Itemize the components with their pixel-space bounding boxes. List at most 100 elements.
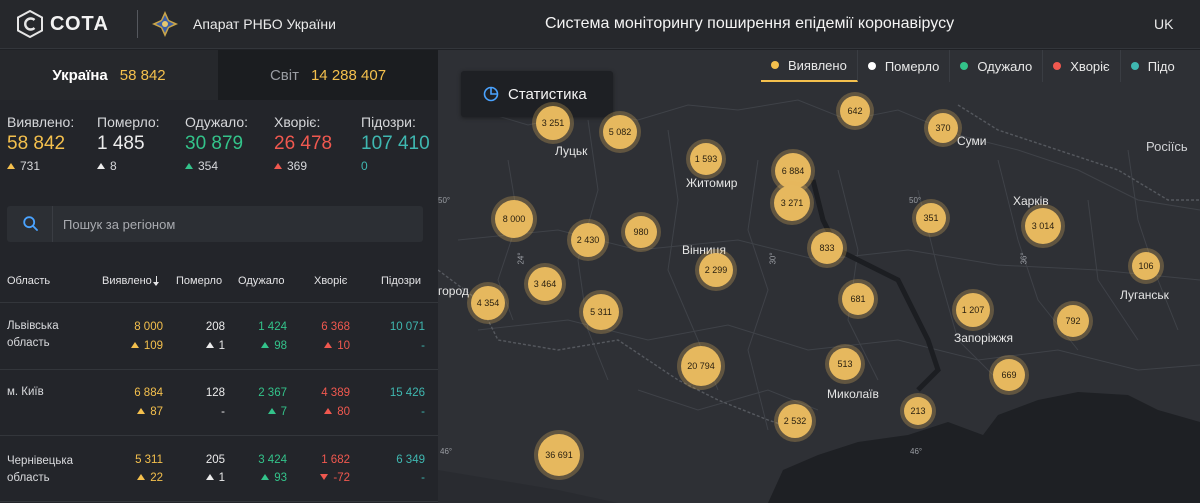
table-row[interactable]: м. Київ 6 884 87 128 - 2 367 7 4 389 80 … [0,370,438,436]
region-bubble[interactable]: 3 014 [1025,208,1061,244]
map-legend: Виявлено Померло Одужало Хворіє Підо [761,50,1185,82]
region-bubble[interactable]: 1 593 [690,143,722,175]
region-bubble[interactable]: 2 299 [699,253,733,287]
region-bubble[interactable]: 833 [811,232,843,264]
arrow-up-icon [185,163,193,169]
summary-suspected: Підозри: 107 410 0 [361,114,430,173]
region-bubble[interactable]: 213 [904,397,932,425]
region-bubble[interactable]: 106 [1132,252,1160,280]
col-region[interactable]: Область [7,275,51,287]
region-bubble[interactable]: 6 884 [775,153,811,189]
city-label: Луцьк [555,144,588,158]
arrow-up-icon [130,342,139,348]
region-bubble[interactable]: 642 [840,96,870,126]
region-bubble[interactable]: 681 [842,283,874,315]
city-label: Харків [1013,194,1049,208]
system-title: Система моніторингу поширення епідемії к… [545,15,955,32]
region-bubble[interactable]: 513 [829,348,861,380]
summary-value: 30 879 [185,133,244,154]
row-region: Львівська область [7,320,59,349]
row-sick: 4 389 [321,387,350,399]
summary-label: Померло: [97,114,160,130]
region-bubble[interactable]: 3 464 [528,267,562,301]
row-deaths-delta: - [221,406,225,418]
col-confirmed[interactable]: Виявлено [102,275,159,287]
search-button[interactable] [7,206,53,242]
cota-logo[interactable]: СОТА [16,10,109,38]
summary-label: Одужало: [185,114,249,130]
row-suspected: 15 426 [389,387,425,399]
row-recovered: 2 367 [258,387,287,399]
legend-deaths[interactable]: Померло [858,50,951,82]
col-recovered[interactable]: Одужало [238,275,285,287]
region-bubble[interactable]: 5 311 [583,294,619,330]
row-recovered: 1 424 [258,321,287,333]
region-bubble[interactable]: 3 251 [536,106,570,140]
legend-sick[interactable]: Хворіє [1043,50,1121,82]
row-confirmed-delta: 22 [137,472,163,484]
row-sick-delta: 80 [324,406,350,418]
search-input[interactable] [63,214,413,234]
summary-value: 107 410 [361,133,430,154]
col-suspected[interactable]: Підозри [381,275,422,287]
legend-confirmed[interactable]: Виявлено [761,50,858,82]
legend-recovered[interactable]: Одужало [950,50,1044,82]
col-deaths[interactable]: Померло [176,275,223,287]
table-row[interactable]: Львівська область 8 000 109 208 1 1 424 … [0,304,438,370]
delta-value: 93 [274,472,287,484]
statistics-button[interactable]: Статистика [461,71,613,117]
col-sick[interactable]: Хворіє [314,275,348,287]
delta-value: 1 [218,472,225,484]
region-bubble[interactable]: 2 430 [571,223,605,257]
delta-value: 1 [218,340,225,352]
app-header: СОТА Апарат РНБО України Система монітор… [0,0,1200,49]
row-suspected-delta: - [421,472,425,484]
region-bubble[interactable]: 980 [625,216,657,248]
row-sick-delta: 10 [324,340,350,352]
region-bubble[interactable]: 5 082 [603,115,637,149]
summary-label: Виявлено: [7,114,75,130]
region-bubble[interactable]: 669 [993,359,1025,391]
region-bubble[interactable]: 36 691 [538,434,580,476]
delta-value: 87 [150,406,163,418]
tab-world[interactable]: Світ 14 288 407 [218,50,438,100]
city-label: Луганськ [1120,288,1169,302]
region-bubble[interactable]: 20 794 [681,346,721,386]
row-deaths-delta: 1 [205,340,225,352]
epidemic-map[interactable]: Виявлено Померло Одужало Хворіє Підо Ста… [438,50,1200,503]
row-suspected: 10 071 [389,321,425,333]
language-switcher[interactable]: UK [1154,16,1174,32]
summary-sick: Хворіє: 26 478 369 [274,114,332,173]
region-bubble[interactable]: 351 [916,203,946,233]
region-bubble[interactable]: 370 [928,113,958,143]
statistics-label: Статистика [508,85,587,103]
tab-world-value: 14 288 407 [310,66,387,84]
tab-ukraine[interactable]: Україна 58 842 [0,50,218,100]
row-deaths: 128 [205,387,225,399]
region-bubble[interactable]: 3 271 [774,185,810,221]
region-bubble[interactable]: 8 000 [495,200,533,238]
row-sick-delta: -72 [320,472,350,484]
arrow-up-icon [137,408,146,414]
summary-recovered: Одужало: 30 879 354 [185,114,248,173]
arrow-up-icon [324,408,333,414]
arrow-up-icon [7,163,15,169]
city-label: Житомир [686,176,738,190]
summary-value: 26 478 [274,133,333,154]
table-row[interactable]: Чернівецька область 5 311 22 205 1 3 424… [0,436,438,502]
legend-label: Підо [1147,58,1175,74]
region-bubble[interactable]: 4 354 [471,286,505,320]
arrow-up-icon [261,342,270,348]
sort-desc-icon [152,276,159,286]
arrow-up-icon [274,163,282,169]
region-search [7,206,423,242]
legend-label: Померло [884,58,940,74]
row-recovered-delta: 7 [267,406,287,418]
region-bubble[interactable]: 2 532 [778,404,812,438]
region-bubble[interactable]: 1 207 [956,293,990,327]
region-bubble[interactable]: 792 [1057,305,1089,337]
arrow-down-icon [320,474,329,480]
legend-suspected[interactable]: Підо [1121,50,1185,82]
delta-value: 80 [337,406,350,418]
logo-text: СОТА [50,12,109,35]
